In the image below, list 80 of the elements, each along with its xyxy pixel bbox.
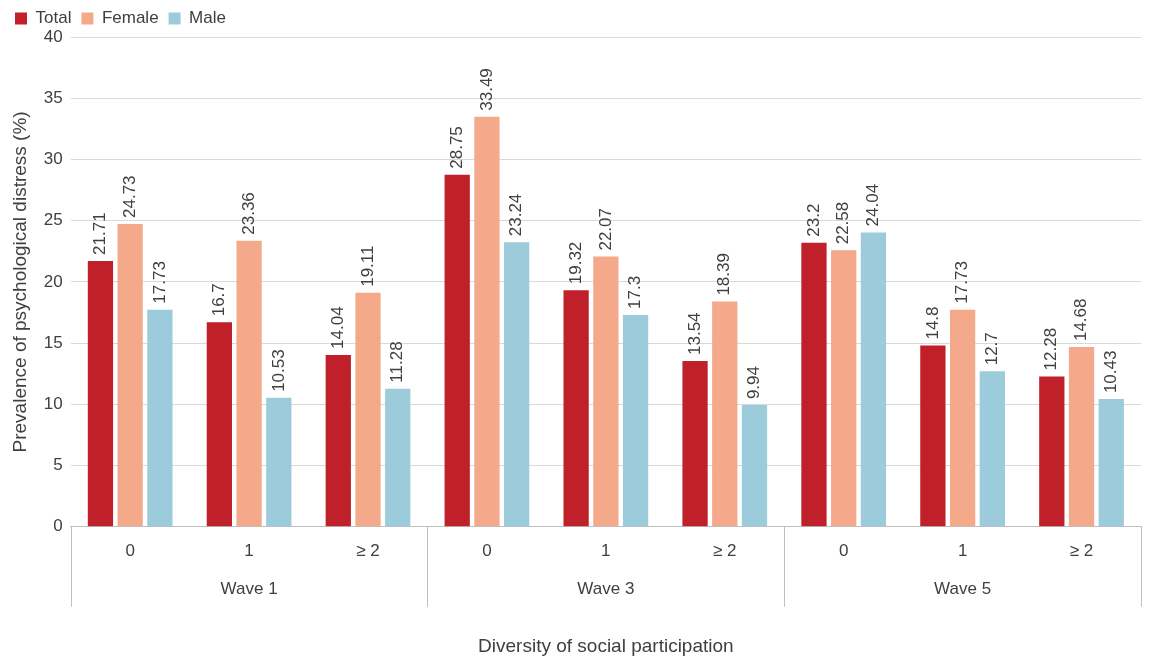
bar — [117, 223, 143, 527]
text: Wave 3 — [577, 579, 635, 599]
y-tick-label: 30 — [43, 149, 63, 169]
y-axis-title: Prevalence of psychological distress (%) — [8, 111, 30, 453]
data-label: 24.04 — [863, 183, 883, 227]
bar — [355, 292, 381, 527]
x-tick-label: 1 — [957, 540, 968, 560]
bar — [1039, 376, 1065, 527]
data-label: 23.36 — [238, 192, 258, 235]
bar — [325, 354, 351, 527]
data-label: 24.73 — [119, 175, 139, 218]
data-label: 12.7 — [982, 332, 1002, 366]
bar — [831, 250, 857, 527]
data-label: 10.43 — [1100, 350, 1120, 394]
bar — [563, 290, 589, 527]
bar — [1068, 347, 1095, 527]
bar — [504, 242, 530, 527]
bar — [206, 322, 232, 527]
legend-label: Male — [189, 8, 226, 28]
bar — [712, 301, 738, 527]
data-label: 12.28 — [1041, 327, 1061, 371]
x-tick-label: 0 — [125, 540, 135, 560]
bar — [949, 309, 976, 527]
data-label: 23.2 — [803, 203, 823, 237]
text: Wave 1 — [220, 579, 278, 599]
x-tick-label: 1 — [601, 540, 611, 560]
y-tick-label: 35 — [43, 87, 63, 107]
data-label: 18.39 — [714, 253, 734, 296]
y-tick-label: 40 — [43, 26, 63, 46]
bar — [741, 405, 768, 527]
bar — [622, 314, 649, 527]
bar — [444, 174, 470, 527]
bar — [593, 256, 619, 527]
x-tick-label: ≥ 2 — [713, 540, 737, 560]
data-label: 19.11 — [357, 245, 377, 287]
data-label: 23.24 — [506, 193, 526, 237]
data-label: 16.7 — [209, 283, 229, 317]
y-tick-label: 5 — [53, 455, 63, 475]
data-label: 14.04 — [327, 306, 347, 349]
x-tick-label: ≥ 2 — [356, 540, 380, 560]
y-tick-label: 10 — [43, 394, 63, 414]
bar — [979, 371, 1005, 527]
data-label: 13.54 — [684, 312, 704, 355]
data-label: 14.68 — [1071, 298, 1091, 342]
x-tick-label: ≥ 2 — [1069, 540, 1094, 560]
bar — [1098, 399, 1124, 527]
x-tick-label: 0 — [482, 540, 492, 560]
data-label: 10.53 — [268, 349, 288, 392]
x-axis-title: Diversity of social participation — [478, 634, 734, 656]
y-tick-label: 25 — [43, 210, 63, 230]
text: Wave 5 — [934, 579, 992, 599]
bar — [87, 260, 114, 527]
x-tick-label: 0 — [838, 540, 849, 560]
data-label: 22.58 — [833, 201, 853, 245]
data-label: 11.28 — [387, 341, 407, 383]
bar — [682, 361, 708, 527]
bar — [385, 388, 411, 527]
x-tick-label: 1 — [244, 540, 254, 560]
bar — [801, 242, 827, 527]
y-tick-label: 20 — [43, 271, 63, 291]
data-label: 33.49 — [476, 68, 496, 111]
data-label: 14.8 — [922, 306, 942, 340]
data-label: 21.71 — [90, 212, 110, 255]
bar — [236, 240, 262, 527]
data-label: 28.75 — [446, 126, 466, 169]
y-tick-label: 0 — [53, 516, 63, 536]
bar — [266, 397, 292, 527]
data-label: 22.07 — [595, 208, 615, 251]
y-tick-label: 15 — [43, 332, 63, 352]
data-label: 17.3 — [625, 275, 645, 309]
legend-label: Female — [101, 8, 159, 28]
bar — [147, 309, 173, 527]
bar — [860, 232, 887, 527]
data-label: 17.73 — [952, 261, 972, 304]
data-label: 9.94 — [744, 365, 764, 400]
legend-label: Total — [35, 8, 72, 28]
data-label: 19.32 — [565, 241, 585, 285]
bar — [474, 116, 500, 527]
bar — [920, 345, 946, 527]
data-label: 17.73 — [149, 261, 169, 304]
